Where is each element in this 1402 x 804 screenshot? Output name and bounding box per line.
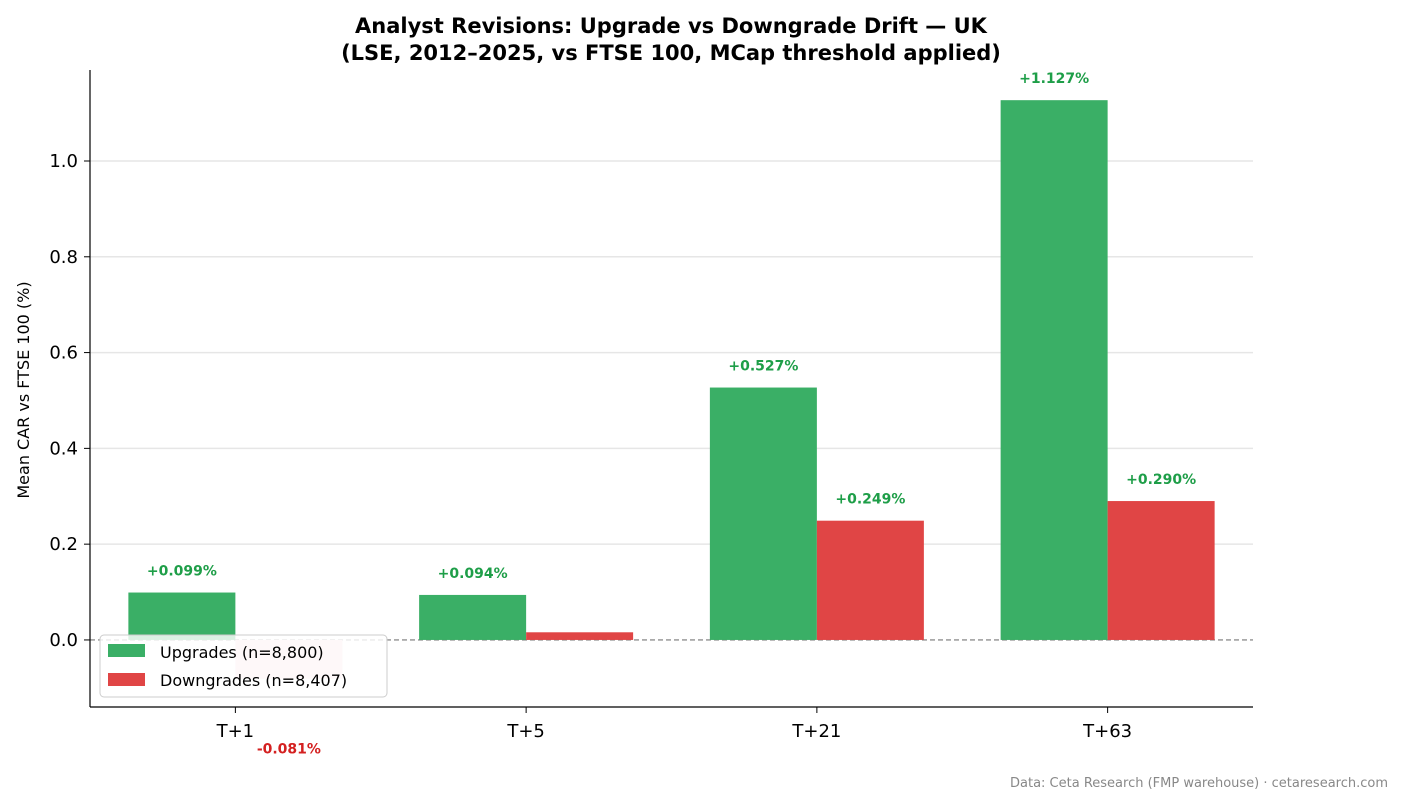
y-tick-label: 0.6 (49, 343, 78, 364)
x-tick-label: T+1 (216, 721, 255, 742)
x-tick-label: T+63 (1082, 721, 1132, 742)
chart-title: Analyst Revisions: Upgrade vs Downgrade … (355, 14, 988, 38)
legend-swatch-upgrades (108, 644, 145, 657)
bar-upgrades (419, 594, 527, 640)
data-label-downgrades: -0.081% (257, 742, 321, 758)
legend-box (99, 634, 388, 698)
data-label-upgrades: +0.527% (728, 359, 798, 375)
legend-swatch-downgrades (108, 673, 145, 686)
bar-downgrades (1107, 501, 1215, 640)
y-axis-label: Mean CAR vs FTSE 100 (%) (14, 281, 33, 498)
legend-label-downgrades: Downgrades (n=8,407) (160, 671, 347, 690)
bar-upgrades (709, 387, 817, 640)
data-label-downgrades: +0.249% (835, 492, 905, 508)
x-tick-label: T+21 (791, 721, 841, 742)
y-tick-label: 0.8 (49, 247, 78, 268)
legend-label-upgrades: Upgrades (n=8,800) (160, 643, 324, 662)
y-tick-label: 0.4 (49, 438, 78, 459)
tick-labels: 0.0 0.2 0.4 0.6 0.8 1.0 T+1 T+5 T+21 T+63 (49, 151, 1132, 742)
y-tick-label: 0.0 (49, 630, 78, 651)
axes (84, 70, 1253, 713)
chart-subtitle: (LSE, 2012–2025, vs FTSE 100, MCap thres… (341, 41, 1001, 65)
legend: Upgrades (n=8,800) Downgrades (n=8,407) (99, 634, 388, 698)
data-label-upgrades: +0.094% (438, 566, 508, 582)
data-labels: +0.099% -0.081% +0.094% +0.527% +0.249% +1.12… (147, 71, 1196, 758)
x-tick-label: T+5 (506, 721, 545, 742)
bar-upgrades (1000, 100, 1108, 640)
y-tick-label: 0.2 (49, 534, 78, 555)
bar-downgrades (526, 632, 634, 640)
data-label-upgrades: +0.099% (147, 564, 217, 580)
bar-downgrades (816, 520, 924, 640)
bar-upgrades (128, 592, 236, 640)
data-label-downgrades: +0.290% (1126, 472, 1196, 488)
data-source-note: Data: Ceta Research (FMP warehouse) · ce… (1010, 776, 1388, 791)
bars (128, 100, 1215, 679)
data-label-upgrades: +1.127% (1019, 71, 1089, 87)
y-tick-label: 1.0 (49, 151, 78, 172)
